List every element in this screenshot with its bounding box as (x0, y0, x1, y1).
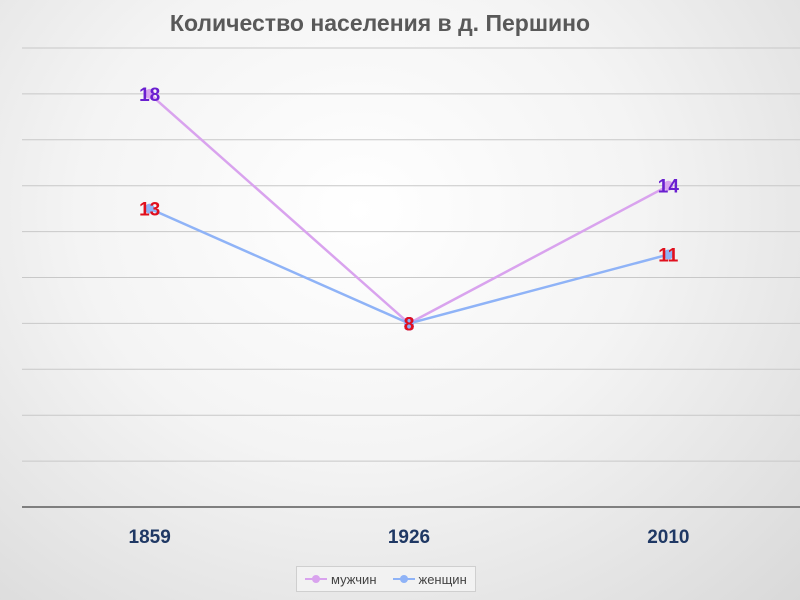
legend-label-women: женщин (418, 571, 467, 587)
data-point (404, 318, 414, 329)
series-line-0 (148, 92, 669, 325)
legend-item-women: женщин (392, 571, 467, 587)
x-tick-label: 1859 (129, 527, 171, 548)
data-label: 8 (404, 314, 415, 335)
data-point (144, 203, 155, 214)
data-point (663, 180, 674, 191)
data-point (663, 249, 674, 260)
gridlines (22, 47, 800, 508)
data-label: 18 (139, 85, 160, 106)
legend-item-men: мужчин (305, 572, 377, 587)
x-tick-label: 1926 (388, 527, 430, 548)
legend-swatch-men (305, 574, 327, 584)
x-axis-ticks: 1859 1926 2010 (129, 527, 690, 548)
data-point (144, 88, 155, 99)
data-label: 11 (658, 246, 679, 267)
data-label: 8 (404, 314, 415, 335)
data-label: 8 (404, 314, 415, 335)
data-label: 13 (139, 200, 160, 221)
legend-swatch-women (392, 574, 415, 584)
legend: мужчин женщин (296, 566, 476, 592)
legend-label-men: мужчин (331, 571, 377, 587)
chart-title: Количество населения в д. Першино (169, 10, 591, 36)
series-points (144, 88, 674, 329)
data-label: 14 (658, 177, 680, 198)
x-tick-label: 2010 (647, 527, 689, 548)
series-lines (148, 92, 669, 325)
